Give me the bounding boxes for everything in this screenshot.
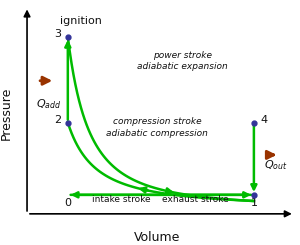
Text: 2: 2 — [54, 115, 61, 124]
Text: intake stroke: intake stroke — [92, 196, 151, 204]
Text: exhaust stroke: exhaust stroke — [162, 196, 229, 204]
Text: $Q_{add}$: $Q_{add}$ — [36, 97, 62, 111]
Text: Pressure: Pressure — [0, 86, 13, 140]
Text: Volume: Volume — [134, 231, 180, 244]
Text: power stroke
adiabatic expansion: power stroke adiabatic expansion — [137, 50, 228, 71]
Text: 1: 1 — [250, 198, 257, 208]
Text: 0: 0 — [64, 198, 71, 208]
Text: 4: 4 — [260, 115, 268, 124]
Text: compression stroke
adiabatic compression: compression stroke adiabatic compression — [106, 117, 208, 138]
Text: ignition: ignition — [60, 16, 102, 26]
Text: 3: 3 — [54, 29, 61, 39]
Text: $Q_{out}$: $Q_{out}$ — [264, 158, 287, 172]
